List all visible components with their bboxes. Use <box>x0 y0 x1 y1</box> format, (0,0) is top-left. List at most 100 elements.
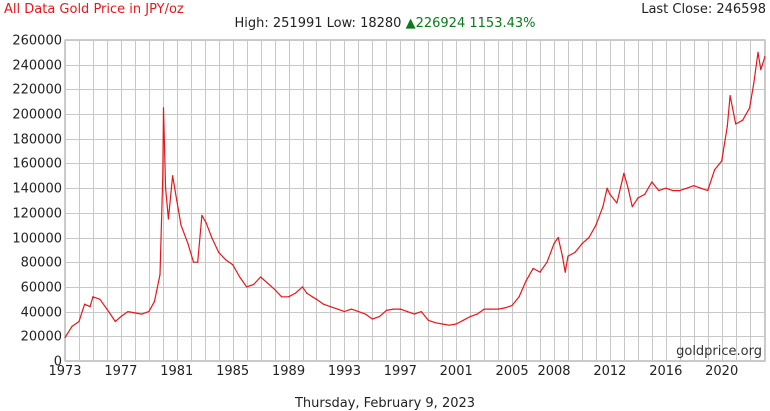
x-tick-label: 2001 <box>440 364 473 379</box>
data-point <box>564 271 566 273</box>
data-point <box>78 320 80 323</box>
data-point <box>315 298 318 300</box>
change-percent: 1153.43% <box>469 16 536 31</box>
x-tick-label: 1985 <box>216 364 249 379</box>
y-tick-label: 40000 <box>21 306 62 321</box>
x-tick-label: 2008 <box>537 364 570 379</box>
data-point <box>672 190 674 192</box>
data-point <box>294 292 297 294</box>
low-label: Low: <box>326 16 356 31</box>
data-point <box>89 306 91 308</box>
data-point <box>658 190 660 192</box>
data-point <box>192 261 195 263</box>
price-line <box>64 51 766 338</box>
data-point <box>92 296 94 298</box>
y-tick-label: 240000 <box>12 59 62 74</box>
data-point <box>679 190 681 192</box>
x-tick-label: 1989 <box>272 364 305 379</box>
data-point <box>504 307 506 309</box>
data-point <box>180 224 182 226</box>
data-point <box>134 312 136 314</box>
data-point <box>581 243 583 245</box>
data-point <box>631 206 633 208</box>
data-point <box>378 316 380 318</box>
data-point <box>153 301 155 303</box>
y-tick-label: 20000 <box>21 330 62 345</box>
data-point <box>757 51 759 53</box>
data-point <box>637 197 639 199</box>
data-point <box>729 95 731 97</box>
x-tick-label: 2016 <box>649 364 682 379</box>
data-point <box>253 283 255 286</box>
data-point <box>392 308 394 310</box>
y-tick-label: 180000 <box>12 133 62 148</box>
data-point <box>127 311 129 313</box>
data-point <box>311 296 313 298</box>
data-point <box>707 190 709 192</box>
change-value: 226924 <box>415 16 466 31</box>
watermark: goldprice.org <box>676 344 762 359</box>
y-tick-label: 100000 <box>12 232 62 247</box>
data-point <box>557 236 559 239</box>
data-point <box>225 259 227 261</box>
y-tick-label: 0 <box>54 355 62 370</box>
data-point <box>322 303 325 305</box>
data-point <box>561 255 564 257</box>
high-label: High: <box>234 16 269 31</box>
y-tick-label: 200000 <box>12 108 62 123</box>
data-point <box>176 199 178 202</box>
data-point <box>165 187 167 189</box>
y-tick-label: 60000 <box>21 281 62 296</box>
data-point <box>546 261 548 263</box>
data-point <box>627 187 629 189</box>
y-tick-label: 220000 <box>12 83 62 98</box>
data-point <box>187 243 189 245</box>
y-tick-label: 140000 <box>12 182 62 197</box>
data-point <box>211 236 213 239</box>
x-tick-label: 2005 <box>496 364 529 379</box>
data-point <box>232 264 234 266</box>
last-close-value: 246598 <box>716 2 766 17</box>
data-point <box>120 316 122 318</box>
data-point <box>644 193 646 195</box>
data-point <box>623 172 625 174</box>
data-point <box>350 308 352 310</box>
data-point <box>753 82 755 84</box>
x-tick-label: 2020 <box>705 364 738 379</box>
x-tick-label: 1973 <box>48 364 81 379</box>
x-tick-label: 1981 <box>160 364 193 379</box>
data-point <box>434 322 436 324</box>
data-point <box>490 308 492 310</box>
data-point <box>281 296 283 298</box>
data-point <box>357 311 359 313</box>
data-point <box>532 267 534 269</box>
high-value: 251991 <box>272 16 323 31</box>
data-point <box>106 308 108 310</box>
data-point <box>721 160 723 162</box>
data-point <box>686 187 688 189</box>
data-point <box>726 125 728 127</box>
data-point <box>141 313 143 315</box>
data-point <box>462 319 464 321</box>
data-point <box>406 311 408 313</box>
data-point <box>609 193 611 195</box>
data-point <box>553 243 555 245</box>
data-point <box>616 202 618 204</box>
data-point <box>518 296 520 298</box>
data-point <box>764 55 766 58</box>
data-point <box>201 214 203 216</box>
data-point <box>602 206 604 208</box>
y-tick-label: 160000 <box>12 157 62 172</box>
data-point <box>162 107 165 109</box>
data-point <box>420 311 422 313</box>
data-point <box>364 313 366 315</box>
data-point <box>742 119 744 121</box>
price-stats: High: 251991 Low: 18280 ▲226924 1153.43% <box>0 16 770 31</box>
data-point <box>651 181 653 183</box>
data-point <box>665 187 667 189</box>
data-point <box>455 323 457 325</box>
x-tick-label: 1993 <box>328 364 361 379</box>
data-point <box>148 311 150 313</box>
data-point <box>267 282 269 284</box>
y-tick-label: 120000 <box>12 207 62 222</box>
